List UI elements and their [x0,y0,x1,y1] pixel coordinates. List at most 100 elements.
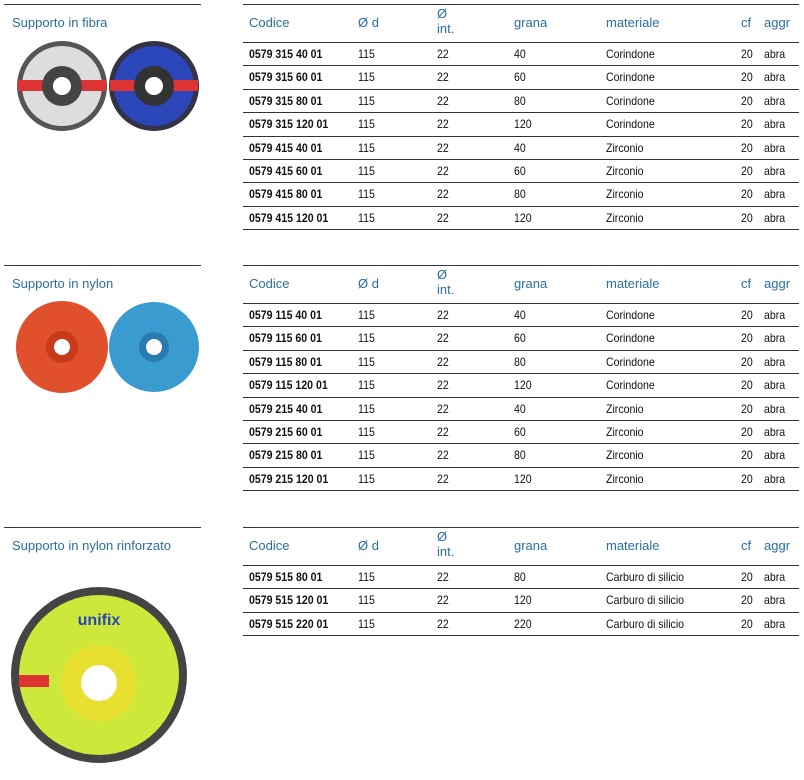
product-table: Codice Ø d Ø int. grana materiale cf aggr 0579 … [243,527,799,637]
table-row: 0579 415 40 01 115 22 40 Zirconio 20 abra [243,135,799,159]
section-header: Supporto in nylon [4,265,201,291]
table-header: Codice Ø d Ø int. grana materiale cf aggr [243,5,799,42]
header-int: Ø int. [437,267,455,297]
cell-grana: 80 [514,187,526,202]
header-cf: cf [741,15,752,30]
cell-aggr: abra [764,140,786,155]
cell-materiale: Zirconio [606,210,644,225]
cell-codice: 0579 415 120 01 [249,210,329,225]
section-title: Supporto in nylon rinforzato [12,538,171,553]
cell-materiale: Corindone [606,93,655,108]
cell-aggr: abra [764,163,786,178]
cell-codice: 0579 215 40 01 [249,401,323,416]
cell-cf: 20 [741,448,753,463]
table-header: Codice Ø d Ø int. grana materiale cf aggr [243,266,799,303]
header-materiale: materiale [606,538,660,553]
cell-codice: 0579 415 60 01 [249,163,323,178]
cell-materiale: Corindone [606,70,655,85]
cell-int: 22 [437,570,449,584]
cell-grana: 60 [514,70,526,85]
cell-int: 22 [437,616,449,631]
cell-d: 115 [358,570,375,584]
cell-d: 115 [358,616,375,631]
table-row: 0579 115 80 01 115 22 80 Corindone 20 abra [243,349,799,373]
table-header: Codice Ø d Ø int. grana materiale cf aggr [243,528,799,565]
header-cf: cf [741,276,752,291]
table-row: 0579 515 120 01 115 22 120 Carburo di silici… [243,588,799,611]
cell-cf: 20 [741,570,753,584]
cell-grana: 120 [514,117,532,132]
cell-d: 115 [358,593,375,608]
header-aggr: aggr [764,538,791,553]
product-image [4,29,204,144]
cell-int: 22 [437,47,449,61]
cell-materiale: Zirconio [606,163,644,178]
cell-materiale: Corindone [606,308,655,322]
cell-int: 22 [437,401,449,416]
cell-int: 22 [437,70,449,85]
cell-codice: 0579 315 40 01 [249,47,323,61]
cell-materiale: Corindone [606,117,655,132]
cell-cf: 20 [741,308,753,322]
cell-int: 22 [437,593,449,608]
header-d: Ø d [358,538,379,553]
cell-materiale: Corindone [606,331,655,346]
header-int: Ø int. [437,6,455,36]
cell-d: 115 [358,471,375,486]
cell-aggr: abra [764,308,786,322]
cell-aggr: abra [764,47,786,61]
table-row: 0579 315 120 01 115 22 120 Corindone 20 abra [243,112,799,135]
cell-codice: 0579 115 120 01 [249,378,328,393]
cell-materiale: Carburo di silicio [606,593,685,608]
cell-aggr: abra [764,448,786,463]
cell-codice: 0579 115 60 01 [249,331,322,346]
cell-d: 115 [358,117,375,132]
table-row: 0579 315 60 01 115 22 60 Corindone 20 abra [243,65,799,88]
cell-materiale: Zirconio [606,187,644,202]
section-header: Supporto in fibra [4,4,201,30]
cell-d: 115 [358,70,375,85]
cell-int: 22 [437,93,449,108]
table-row: 0579 515 80 01 115 22 80 Carburo di silicio 2… [243,565,799,588]
cell-d: 115 [358,93,375,108]
cell-int: 22 [437,187,449,202]
table-row: 0579 315 40 01 115 22 40 Corindone 20 abra [243,42,799,65]
cell-cf: 20 [741,187,753,202]
cell-d: 115 [358,308,375,322]
cell-grana: 220 [514,616,532,631]
cell-cf: 20 [741,70,753,85]
svg-text:unifix: unifix [78,612,121,629]
cell-cf: 20 [741,93,753,108]
header-grana: grana [514,538,548,553]
section-title: Supporto in nylon [12,276,114,291]
cell-codice: 0579 215 60 01 [249,424,323,439]
cell-materiale: Zirconio [606,401,644,416]
cell-grana: 40 [514,47,526,61]
cell-materiale: Corindone [606,47,655,61]
cell-aggr: abra [764,616,786,631]
cell-aggr: abra [764,331,786,346]
cell-aggr: abra [764,593,786,608]
cell-int: 22 [437,308,449,322]
cell-cf: 20 [741,331,753,346]
cell-materiale: Carburo di silicio [606,570,685,584]
table-row: 0579 315 80 01 115 22 80 Corindone 20 abra [243,88,799,112]
header-int: Ø int. [437,529,455,559]
cell-codice: 0579 115 40 01 [249,308,322,322]
cell-aggr: abra [764,93,786,108]
cell-cf: 20 [741,471,753,486]
header-codice: Codice [249,276,290,291]
cell-codice: 0579 315 60 01 [249,70,323,85]
cell-materiale: Zirconio [606,140,644,155]
cell-int: 22 [437,117,449,132]
section-header: Supporto in nylon rinforzato [4,527,201,553]
cell-aggr: abra [764,378,786,393]
cell-int: 22 [437,331,449,346]
cell-grana: 80 [514,448,526,463]
cell-aggr: abra [764,401,786,416]
header-aggr: aggr [764,15,791,30]
cell-d: 115 [358,354,375,369]
cell-grana: 120 [514,210,532,225]
cell-cf: 20 [741,163,753,178]
cell-grana: 120 [514,471,532,486]
